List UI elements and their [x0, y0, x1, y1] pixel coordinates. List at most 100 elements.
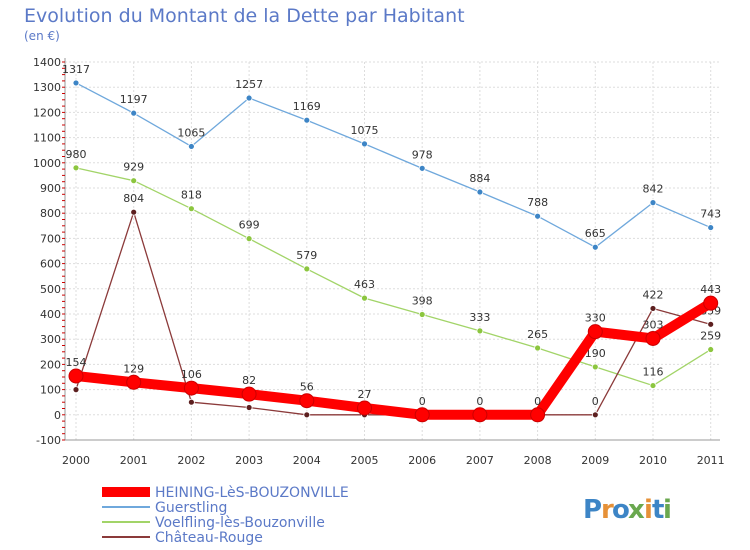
logo-letter: i — [663, 495, 672, 525]
y-tick-label: 100 — [40, 384, 61, 397]
y-tick-label: 700 — [40, 232, 61, 245]
data-point — [299, 393, 315, 409]
y-tick-label: 600 — [40, 258, 61, 271]
x-tick-label: 2007 — [466, 454, 494, 467]
y-tick-label: 1100 — [33, 132, 61, 145]
y-tick-label: 200 — [40, 358, 61, 371]
data-label: 579 — [296, 249, 317, 262]
x-tick-label: 2000 — [62, 454, 90, 467]
logo-letter: P — [583, 495, 602, 525]
data-label: 154 — [66, 356, 87, 369]
logo-letter: t — [652, 495, 664, 525]
data-label: 665 — [585, 227, 606, 240]
data-point — [703, 295, 719, 311]
y-tick-label: -100 — [36, 434, 61, 447]
data-point — [130, 208, 138, 216]
legend-entry: Voelfling-lès-Bouzonville — [155, 515, 325, 531]
logo-letter: x — [628, 495, 645, 525]
data-point — [707, 224, 715, 231]
data-label: 190 — [585, 347, 606, 360]
y-tick-label: 800 — [40, 207, 61, 220]
legend: HEINING-LèS-BOUZONVILLEGuerstlingVoelfli… — [102, 485, 349, 546]
data-label: 106 — [181, 368, 202, 381]
data-point — [476, 188, 484, 196]
data-point — [534, 344, 541, 352]
data-point — [303, 116, 311, 124]
x-tick-label: 2009 — [581, 454, 609, 467]
data-point — [68, 368, 84, 384]
y-tick-label: 0 — [54, 409, 61, 422]
x-tick-label: 2010 — [639, 454, 667, 467]
data-label: 398 — [412, 295, 433, 308]
data-point — [72, 79, 80, 87]
legend-entry: HEINING-LèS-BOUZONVILLE — [155, 485, 349, 501]
y-tick-label: 300 — [40, 333, 61, 346]
data-label: 303 — [643, 318, 664, 331]
data-point — [303, 265, 311, 273]
data-label: 27 — [358, 388, 372, 401]
data-point — [649, 305, 657, 312]
series-1: 1317 1197 1065 1257 1169 1075 978 884 788 665 842 7… — [62, 63, 721, 251]
data-point — [472, 407, 488, 423]
data-label: 0 — [534, 395, 541, 408]
data-point — [587, 324, 603, 340]
x-tick-label: 2001 — [120, 454, 148, 467]
logo-letter: o — [612, 495, 630, 525]
data-point — [72, 386, 80, 394]
data-label: 929 — [123, 161, 144, 174]
data-label: 699 — [239, 219, 260, 232]
y-tick-label: 1000 — [33, 157, 61, 170]
data-point — [357, 400, 372, 416]
data-point — [187, 205, 195, 213]
legend-entry: Guerstling — [155, 500, 227, 516]
data-label: 333 — [469, 311, 490, 324]
data-point — [183, 380, 199, 396]
data-point — [361, 294, 368, 302]
data-label: 463 — [354, 278, 375, 291]
data-point — [126, 374, 142, 390]
y-tick-label: 400 — [40, 308, 61, 321]
x-tick-label: 2008 — [524, 454, 552, 467]
data-point — [130, 109, 138, 117]
data-point — [418, 311, 426, 318]
data-label: 129 — [123, 362, 144, 375]
x-tick-label: 2002 — [177, 454, 205, 467]
data-label: 842 — [643, 183, 664, 196]
series-line — [75, 167, 712, 387]
data-point — [245, 94, 253, 102]
x-tick-label: 2011 — [697, 454, 725, 467]
data-point — [649, 199, 657, 207]
data-label: 804 — [123, 192, 144, 205]
data-label: 259 — [700, 330, 721, 343]
data-label: 56 — [300, 381, 314, 394]
data-label: 443 — [700, 283, 721, 296]
y-tick-label: 900 — [40, 182, 61, 195]
data-label: 1317 — [62, 63, 90, 76]
data-label: 978 — [412, 148, 433, 161]
grid — [65, 61, 720, 441]
data-point — [414, 407, 430, 423]
data-label: 82 — [242, 374, 256, 387]
data-label: 0 — [419, 395, 426, 408]
data-point — [187, 143, 195, 150]
data-point — [591, 243, 599, 251]
data-label: 116 — [643, 366, 664, 379]
x-tick-label: 2005 — [351, 454, 379, 467]
chart-subtitle: (en €) — [24, 29, 60, 43]
data-label: 788 — [527, 196, 548, 209]
data-point — [418, 164, 426, 172]
data-label: 0 — [476, 395, 483, 408]
data-point — [707, 320, 715, 328]
series-line — [75, 82, 712, 248]
data-point — [72, 164, 80, 172]
y-tick-label: 1300 — [33, 81, 61, 94]
legend-entry: Château-Rouge — [155, 530, 263, 546]
series-0: 154 129 106 82 56 27 0 0 0 330 303 443 — [66, 283, 721, 423]
y-tick-label: 500 — [40, 283, 61, 296]
series-line — [71, 298, 716, 420]
logo-letter: i — [644, 495, 653, 525]
data-point — [534, 212, 541, 220]
data-point — [303, 411, 311, 419]
data-point — [187, 398, 195, 406]
